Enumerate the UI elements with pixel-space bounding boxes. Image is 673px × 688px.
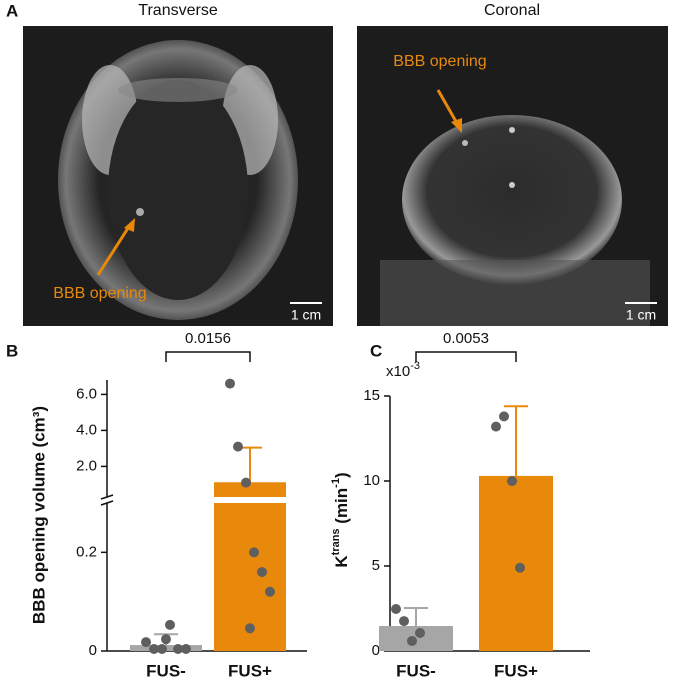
data-point (161, 634, 171, 645)
data-point (407, 635, 417, 646)
data-point (257, 567, 267, 578)
data-point (499, 411, 509, 422)
y-tick-label: 10 (363, 472, 380, 489)
bar (214, 482, 286, 497)
data-point (141, 637, 151, 648)
significance-label: 0.0156 (185, 330, 231, 347)
y-axis-label: BBB opening volume (cm³) (29, 406, 48, 624)
bar (479, 475, 553, 651)
data-point (165, 619, 175, 630)
data-point (515, 562, 525, 573)
y-tick-label: 0 (89, 642, 97, 659)
axis-break (100, 494, 114, 500)
y-tick-label: 15 (363, 387, 380, 404)
panel-label: A (6, 1, 18, 20)
x-tick-label: FUS+ (228, 661, 272, 680)
panel-label: C (370, 341, 382, 360)
data-point (225, 378, 235, 389)
y-tick-label: 2.0 (76, 457, 97, 474)
significance-label: 0.0053 (443, 330, 489, 347)
data-point (249, 547, 259, 558)
mri-transverse: BBB opening 1 cm (23, 26, 333, 326)
data-point (149, 644, 159, 655)
x-tick-label: FUS- (396, 661, 436, 680)
x-tick-label: FUS+ (494, 661, 538, 680)
y-tick-label: 4.0 (76, 421, 97, 438)
data-point (181, 644, 191, 655)
data-point (415, 627, 425, 638)
label-sup: trans (330, 528, 342, 555)
annotation: BBB opening (53, 285, 146, 302)
y-tick-label: 5 (372, 557, 380, 574)
axis-multiplier: x10-3 (386, 360, 420, 380)
multiplier-exp: -3 (410, 360, 420, 372)
y-tick-label: 6.0 (76, 385, 97, 402)
significance-bracket (415, 351, 517, 362)
data-point (491, 421, 501, 432)
x-tick-label: FUS- (146, 661, 186, 680)
panel-label: B (6, 341, 18, 360)
y-axis-label: Ktrans (min-1) (330, 472, 352, 567)
data-point (173, 644, 183, 655)
multiplier-base: x10 (386, 363, 410, 380)
scale-bar-label: 1 cm (626, 307, 656, 323)
y-tick-label: 0.2 (76, 543, 97, 560)
label-unit-sup: -1 (330, 478, 342, 488)
data-point (233, 441, 243, 452)
label-base: K (332, 555, 351, 568)
data-point (507, 476, 517, 486)
data-point (391, 604, 401, 615)
data-point (241, 477, 251, 488)
data-point (399, 616, 409, 627)
mri-coronal: BBB opening 1 cm (357, 26, 668, 326)
y-tick-label: 0 (372, 642, 380, 659)
label-unit: (min (332, 488, 351, 529)
image-title: Transverse (138, 2, 218, 19)
annotation: BBB opening (393, 53, 486, 70)
data-point (157, 644, 167, 655)
data-point (265, 586, 275, 597)
scale-bar-label: 1 cm (291, 307, 321, 323)
image-title: Coronal (484, 2, 540, 19)
significance-bracket (165, 351, 251, 362)
label-close: ) (332, 472, 351, 478)
data-point (245, 623, 255, 634)
